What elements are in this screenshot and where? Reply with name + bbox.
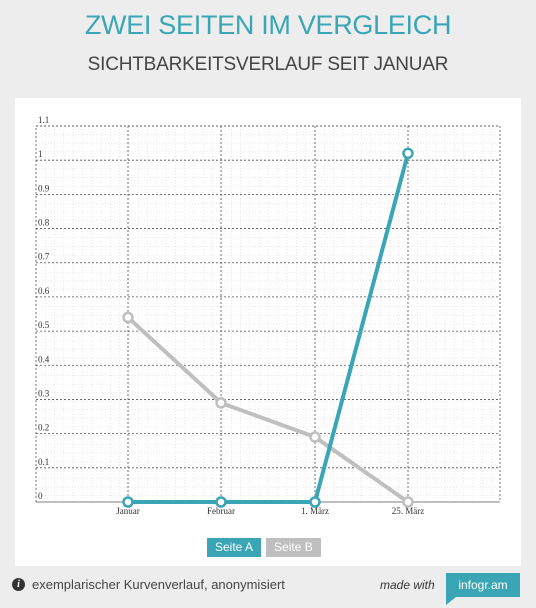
data-point	[122, 496, 134, 508]
footer-note: i exemplarischer Kurvenverlauf, anonymis…	[12, 577, 285, 592]
info-icon: i	[12, 578, 25, 591]
y-tick-label: 1	[38, 149, 43, 159]
data-point	[402, 496, 414, 508]
y-tick-label: 0.4	[38, 354, 50, 364]
footer-note-text: exemplarischer Kurvenverlauf, anonymisie…	[32, 577, 285, 592]
data-point	[309, 496, 321, 508]
y-tick-label: 1.1	[38, 115, 49, 125]
x-tick-label: Februar	[207, 506, 235, 516]
y-tick-label: 0.3	[38, 388, 50, 398]
x-tick-label: 1. März	[301, 506, 329, 516]
data-point	[402, 147, 414, 160]
chart-panel	[15, 98, 521, 566]
data-point	[215, 496, 227, 508]
data-point	[122, 311, 134, 324]
chart-subtitle: SICHTBARKEITSVERLAUF SEIT JANUAR	[87, 54, 449, 75]
y-tick-label: 0.1	[38, 457, 49, 467]
infogram-logo[interactable]: infogr.am	[446, 573, 520, 597]
y-tick-label: 0.2	[38, 423, 49, 433]
logo-tail-decoration	[446, 597, 456, 605]
x-tick-label: Januar	[116, 506, 140, 516]
made-with-label: made with	[380, 578, 435, 592]
series-line	[126, 315, 410, 504]
y-tick-label: 0.9	[38, 183, 50, 193]
y-tick-label: 0.8	[38, 218, 50, 228]
legend-item-seite-b[interactable]: Seite B	[266, 538, 321, 557]
series-line	[126, 151, 410, 504]
chart-legend: Seite A Seite B	[207, 538, 321, 557]
y-tick-label: 0.6	[38, 286, 50, 296]
chart-title: ZWEI SEITEN IM VERGLEICH	[84, 10, 452, 40]
x-tick-label: 25. März	[392, 506, 425, 516]
y-tick-label: 0.5	[38, 320, 50, 330]
y-tick-label: 0.7	[38, 252, 50, 262]
data-point	[309, 431, 321, 443]
y-tick-label: 0	[38, 491, 43, 501]
data-point	[215, 397, 227, 409]
legend-item-seite-a[interactable]: Seite A	[207, 538, 262, 557]
plot-frame	[35, 125, 501, 503]
